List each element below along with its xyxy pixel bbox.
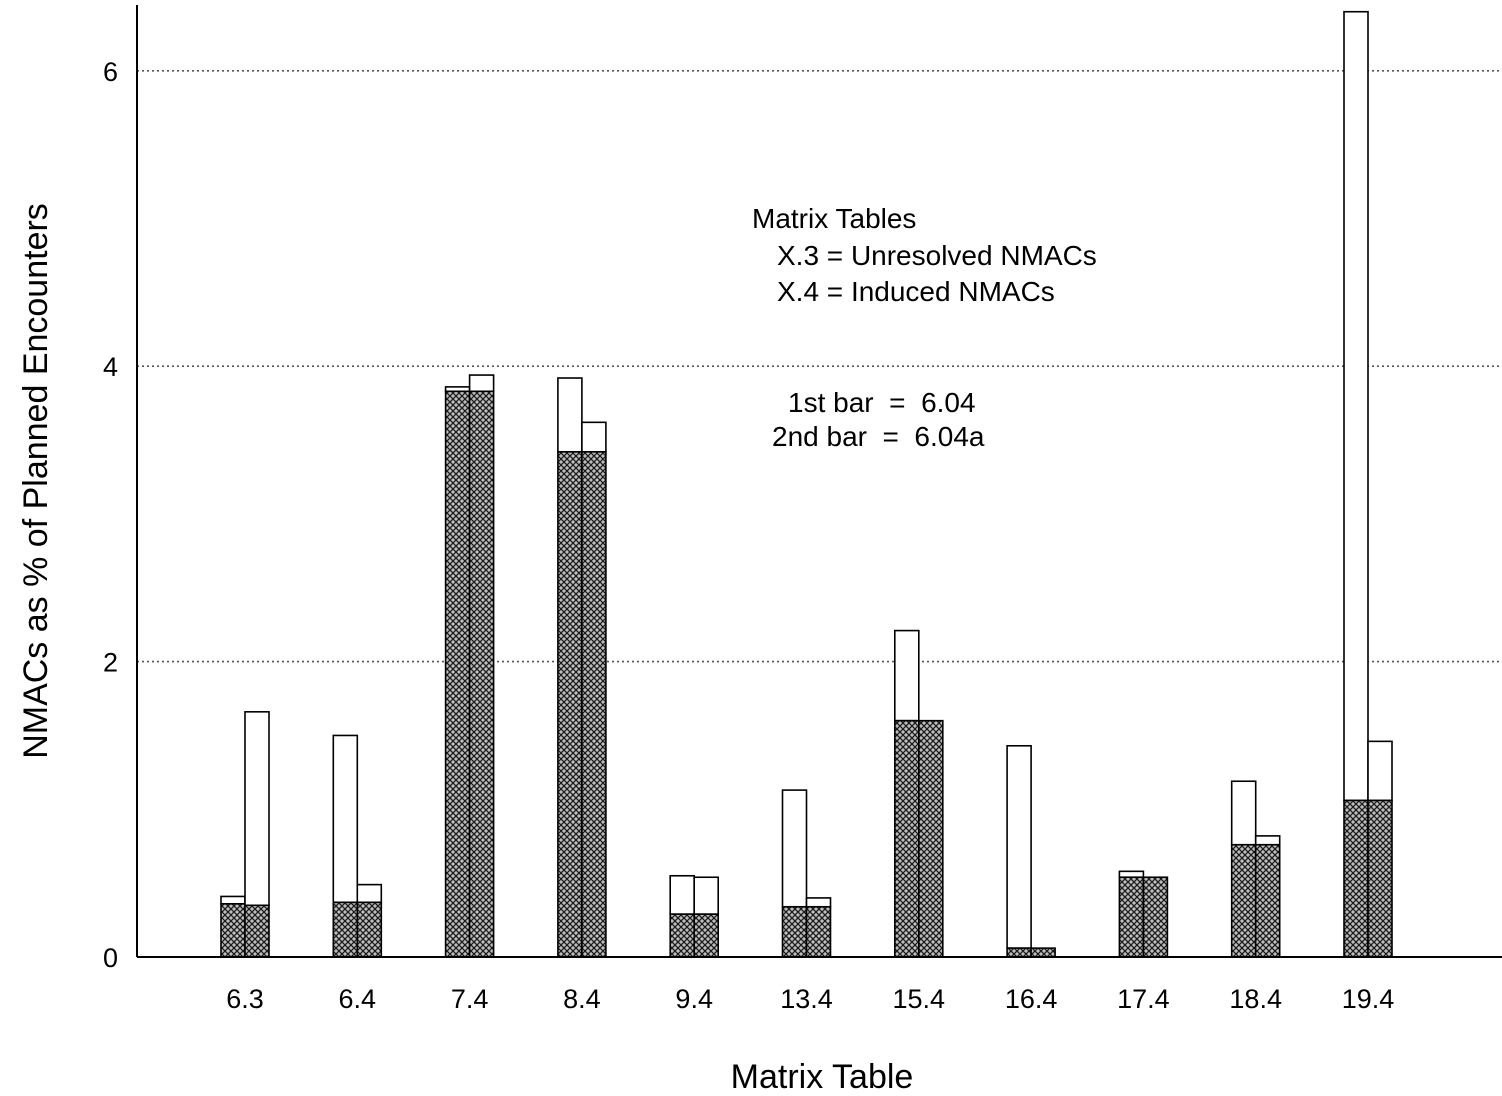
bar-upper-1-8.4 — [557, 377, 583, 453]
bar-lower-1-6.4 — [332, 901, 359, 958]
bar-upper-1-15.4 — [893, 629, 920, 722]
bar-lower-1-7.4 — [444, 390, 471, 958]
bar-lower-1-8.4 — [557, 451, 583, 958]
bar-lower-1-18.4 — [1230, 843, 1257, 958]
bar-lower-1-16.4 — [1006, 947, 1032, 958]
bar-lower-2-6.3 — [244, 904, 270, 958]
x-tick-label: 13.4 — [780, 984, 833, 1014]
bar-upper-1-19.4 — [1343, 10, 1369, 802]
x-tick-label: 18.4 — [1229, 984, 1282, 1014]
annotation-line-x4: X.4 = Induced NMACs — [777, 276, 1055, 307]
bar-upper-1-16.4 — [1006, 744, 1032, 949]
bar-lower-2-19.4 — [1367, 799, 1393, 958]
bar-lower-1-15.4 — [893, 719, 920, 958]
bar-lower-1-19.4 — [1343, 799, 1369, 958]
x-tick-label: 19.4 — [1342, 984, 1395, 1014]
x-tick-label: 7.4 — [451, 984, 489, 1014]
y-tick-label: 2 — [103, 648, 118, 678]
legend-annotation: Matrix Tables X.3 = Unresolved NMACs X.4… — [752, 203, 1097, 452]
bar-lower-1-6.3 — [220, 903, 246, 958]
annotation-bar2: 2nd bar = 6.04a — [772, 421, 985, 452]
bar-upper-2-19.4 — [1367, 740, 1393, 802]
bar-upper-2-13.4 — [805, 897, 832, 908]
x-tick-label: 15.4 — [893, 984, 946, 1014]
bar-upper-1-9.4 — [669, 874, 696, 915]
y-ticks: 0 2 4 6 — [103, 57, 118, 973]
bar-lower-1-13.4 — [781, 905, 808, 958]
bar-lower-1-17.4 — [1118, 876, 1145, 958]
annotation-bar1: 1st bar = 6.04 — [788, 387, 976, 418]
bar-upper-1-6.4 — [332, 734, 359, 904]
bar-upper-2-18.4 — [1254, 835, 1281, 846]
annotation-line-x3: X.3 = Unresolved NMACs — [777, 240, 1097, 271]
annotation-heading: Matrix Tables — [752, 203, 916, 234]
x-tick-label: 16.4 — [1005, 984, 1058, 1014]
bar-upper-2-8.4 — [581, 421, 607, 453]
bar-lower-1-9.4 — [669, 913, 696, 958]
bar-upper-2-6.4 — [356, 883, 383, 904]
x-tick-label: 6.3 — [226, 984, 264, 1014]
bar-lower-2-18.4 — [1254, 843, 1281, 958]
x-tick-label: 17.4 — [1117, 984, 1170, 1014]
bar-upper-1-6.3 — [220, 895, 246, 905]
bar-lower-2-15.4 — [917, 719, 944, 958]
bar-upper-1-18.4 — [1230, 780, 1257, 846]
bar-upper-1-13.4 — [781, 789, 808, 908]
gridlines — [137, 70, 1502, 663]
bar-lower-2-6.4 — [356, 901, 383, 958]
bar-upper-2-9.4 — [693, 876, 720, 915]
x-ticks: 6.3 6.4 7.4 8.4 9.4 13.4 15.4 16.4 17.4 18.4 19.4 — [226, 984, 1394, 1014]
bar-lower-2-16.4 — [1030, 947, 1056, 958]
bar-upper-2-6.3 — [244, 711, 270, 907]
bar-upper-1-17.4 — [1118, 870, 1145, 879]
bar-lower-2-9.4 — [693, 913, 720, 958]
y-tick-label: 6 — [103, 57, 118, 87]
y-tick-label: 0 — [103, 943, 118, 973]
bar-upper-2-7.4 — [468, 374, 495, 393]
bar-lower-2-7.4 — [468, 390, 495, 958]
x-tick-label: 9.4 — [675, 984, 713, 1014]
x-tick-label: 6.4 — [339, 984, 377, 1014]
x-tick-label: 8.4 — [563, 984, 601, 1014]
y-axis-title: NMACs as % of Planned Encounters — [17, 203, 55, 759]
y-tick-label: 4 — [103, 352, 118, 382]
bar-lower-2-13.4 — [805, 905, 832, 958]
bars — [220, 10, 1393, 958]
bar-lower-2-17.4 — [1142, 876, 1169, 958]
bar-lower-2-8.4 — [581, 451, 607, 958]
x-axis-title: Matrix Table — [731, 1058, 914, 1096]
